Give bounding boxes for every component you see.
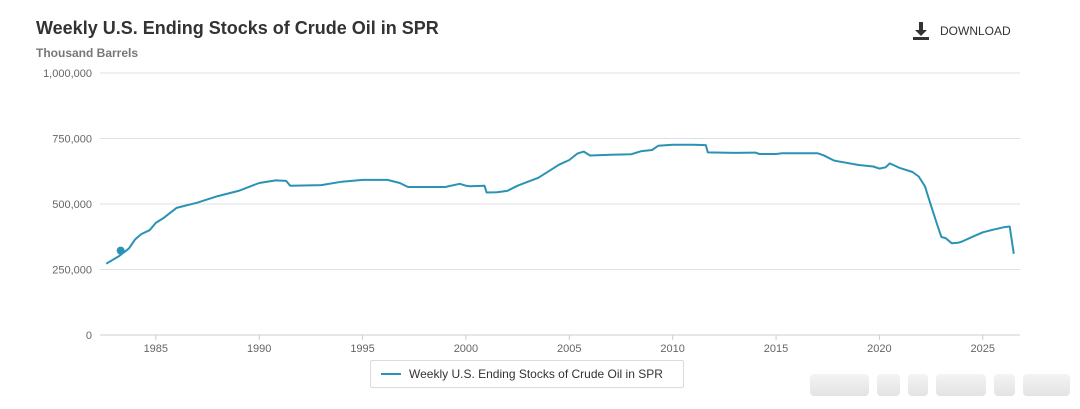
series-layer	[105, 143, 1015, 265]
y-axis-tick-labels: 0 250,000 500,000 750,000 1,000,000	[43, 68, 92, 342]
y-axis-unit-label: Thousand Barrels	[36, 46, 139, 60]
watermark-block	[993, 374, 1015, 396]
x-tick-label: 1995	[350, 343, 374, 355]
watermark-block	[936, 374, 986, 396]
legend-label: Weekly U.S. Ending Stocks of Crude Oil i…	[409, 367, 663, 381]
x-tick-label: 2000	[454, 343, 478, 355]
y-tick-label: 1,000,000	[43, 68, 92, 80]
x-tick-label: 2020	[867, 343, 891, 355]
x-tick-label: 2025	[971, 343, 995, 355]
chart-legend[interactable]: Weekly U.S. Ending Stocks of Crude Oil i…	[370, 360, 684, 388]
x-tick-label: 1985	[144, 343, 168, 355]
grid-lines	[100, 72, 1020, 336]
y-tick-label: 500,000	[52, 199, 92, 211]
download-icon	[912, 22, 930, 40]
y-tick-label: 750,000	[52, 134, 92, 146]
series-line	[105, 143, 1015, 265]
download-label: DOWNLOAD	[940, 24, 1011, 38]
download-button[interactable]: DOWNLOAD	[912, 22, 1011, 40]
watermark-block	[907, 374, 929, 396]
chart-title: Weekly U.S. Ending Stocks of Crude Oil i…	[36, 18, 439, 38]
legend-swatch	[381, 373, 401, 375]
x-axis-tick-labels: 1985 1990 1995 2000 2005 2010 2015 2020 2025	[144, 335, 995, 355]
y-tick-label: 250,000	[52, 265, 92, 277]
x-tick-label: 1990	[247, 343, 271, 355]
x-tick-label: 2005	[557, 343, 581, 355]
x-tick-label: 2010	[660, 343, 684, 355]
data-point-marker	[116, 246, 125, 255]
x-tick-label: 2015	[764, 343, 788, 355]
watermark-block	[1022, 374, 1070, 396]
watermark-block	[810, 374, 869, 396]
y-tick-label: 0	[86, 330, 92, 342]
watermark-block	[876, 374, 900, 396]
watermark	[810, 370, 1070, 400]
